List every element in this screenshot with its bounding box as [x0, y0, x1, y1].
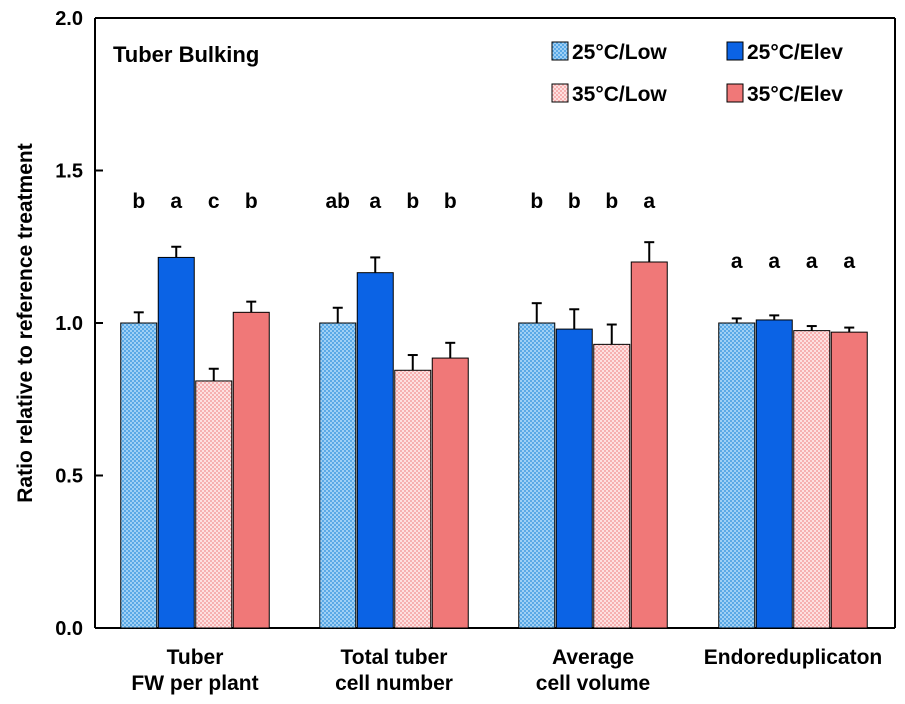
significance-letter: b — [132, 190, 145, 213]
y-tick-label: 2.0 — [55, 8, 83, 30]
bar — [593, 343, 631, 629]
bar — [356, 272, 394, 629]
y-tick-label: 0.5 — [55, 466, 83, 488]
significance-letter: b — [568, 190, 581, 213]
bar — [518, 322, 556, 629]
significance-letter: a — [843, 250, 855, 273]
bars-group — [120, 256, 868, 629]
significance-letter: c — [208, 190, 220, 213]
x-category-label: FW per plant — [131, 672, 258, 695]
significance-letter: a — [768, 250, 780, 273]
legend: 25°C/Low 25°C/Elev 35°C/Low 35°C/Elev — [551, 41, 843, 106]
bar — [157, 256, 195, 629]
x-category-label: Average — [552, 646, 634, 669]
significance-letter: b — [444, 190, 457, 213]
significance-letter: a — [806, 250, 818, 273]
x-category-label: Total tuber — [341, 646, 448, 669]
significance-letter: a — [369, 190, 381, 213]
bar — [319, 322, 357, 629]
legend-swatch — [726, 41, 744, 61]
y-tick-label: 1.0 — [55, 313, 83, 335]
significance-letter: b — [605, 190, 618, 213]
legend-swatch — [551, 83, 569, 103]
y-axis-label: Ratio relative to reference treatment — [14, 143, 37, 502]
significance-letter: b — [406, 190, 419, 213]
bar — [793, 330, 831, 629]
bar — [630, 261, 668, 629]
y-tick-label: 1.5 — [55, 161, 83, 183]
bar — [830, 331, 868, 629]
significance-letter: a — [643, 190, 655, 213]
legend-label: 25°C/Low — [572, 41, 667, 64]
legend-swatch — [551, 41, 569, 61]
significance-letter: a — [731, 250, 743, 273]
y-tick-label: 0.0 — [55, 618, 83, 640]
chart-title: Tuber Bulking — [113, 42, 259, 67]
x-category-labels: Tuber FW per plant Total tuber cell number A… — [131, 646, 882, 695]
significance-letter: b — [245, 190, 258, 213]
x-category-label: cell volume — [536, 672, 650, 695]
bar — [755, 319, 793, 629]
bar — [431, 357, 469, 629]
bar — [232, 311, 270, 629]
x-category-label: Tuber — [167, 646, 224, 669]
bar — [195, 380, 233, 629]
x-category-label: cell number — [335, 672, 453, 695]
significance-letter: a — [170, 190, 182, 213]
bar — [555, 328, 593, 629]
y-axis-ticks: 0.0 0.5 1.0 1.5 2.0 — [55, 8, 103, 640]
significance-letters-group: b ab baa a bac b bab b aa — [132, 190, 855, 273]
significance-letter: b — [530, 190, 543, 213]
bar — [394, 369, 432, 629]
x-category-label: Endoreduplicaton — [704, 646, 883, 669]
legend-label: 35°C/Low — [572, 83, 667, 106]
significance-letter: ab — [325, 190, 350, 213]
bar — [718, 322, 756, 629]
error-bars-group — [133, 241, 855, 381]
bar — [120, 322, 158, 629]
legend-label: 35°C/Elev — [747, 83, 843, 106]
legend-swatch — [726, 83, 744, 103]
legend-label: 25°C/Elev — [747, 41, 843, 64]
